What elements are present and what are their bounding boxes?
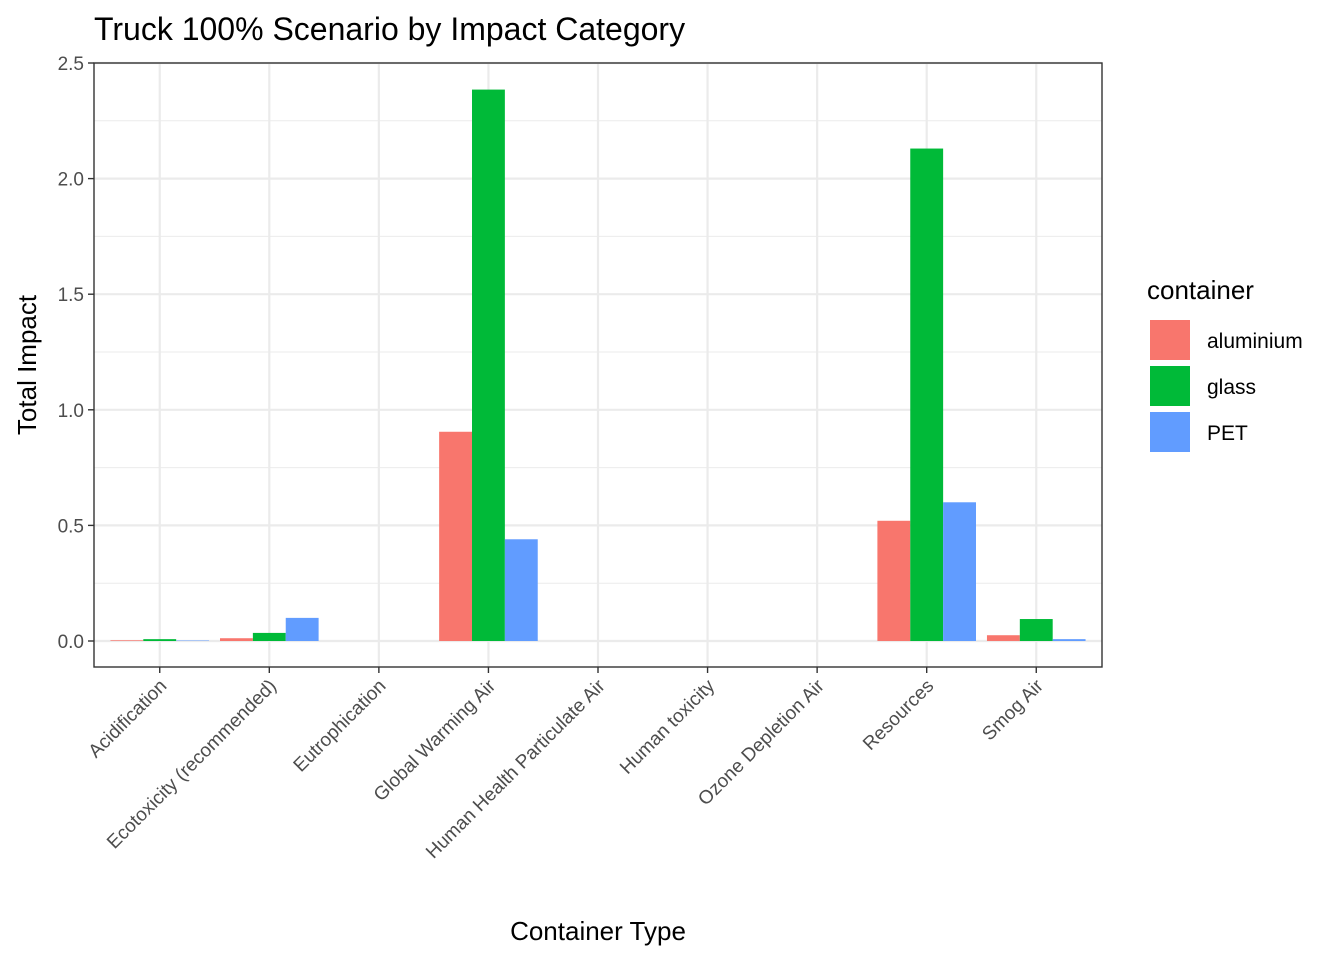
legend: container aluminium glass PET: [1147, 275, 1303, 454]
bar-aluminium-7: [877, 520, 911, 641]
bar-PET-3: [504, 539, 538, 641]
x-tick-label: Global Warming Air: [370, 675, 501, 806]
bars-group: [110, 89, 1086, 641]
legend-title: container: [1147, 275, 1254, 305]
bar-glass-3: [472, 89, 505, 641]
x-tick-label: Smog Air: [978, 675, 1048, 745]
legend-label-PET: PET: [1207, 422, 1248, 445]
chart-title: Truck 100% Scenario by Impact Category: [94, 11, 685, 47]
bar-aluminium-0: [110, 640, 144, 641]
x-tick-label: Ozone Depletion Air: [694, 675, 829, 810]
x-tick-label: Human Health Particulate Air: [422, 675, 610, 863]
y-tick-label: 2.5: [58, 54, 84, 75]
x-tick-label: Eutrophication: [290, 676, 391, 777]
bar-glass-7: [910, 148, 944, 641]
y-tick-label: 0.0: [58, 632, 84, 653]
x-tick-label: Human toxicity: [616, 675, 719, 778]
x-tick-label: Resources: [859, 676, 938, 755]
legend-key-aluminium: [1148, 318, 1192, 362]
y-tick-label: 2.0: [58, 170, 84, 191]
bar-PET-8: [1052, 639, 1086, 641]
legend-key-PET: [1148, 410, 1192, 454]
y-axis-title: Total Impact: [12, 294, 42, 435]
y-tick-label: 0.5: [58, 516, 84, 537]
bar-aluminium-3: [439, 431, 472, 641]
bar-glass-0: [143, 639, 177, 641]
bar-PET-1: [285, 617, 319, 641]
y-tick-label: 1.5: [58, 285, 84, 306]
y-tick-label: 1.0: [58, 401, 84, 422]
bar-glass-8: [1019, 619, 1053, 641]
bar-aluminium-8: [986, 635, 1020, 641]
bar-aluminium-1: [220, 638, 253, 641]
legend-label-glass: glass: [1207, 376, 1256, 399]
y-axis: 0.0 0.5 1.0 1.5 2.0 2.5: [58, 54, 94, 653]
legend-key-glass: [1148, 364, 1192, 408]
x-tick-label: Acidification: [85, 676, 172, 763]
bar-glass-1: [252, 632, 286, 641]
legend-label-aluminium: aluminium: [1207, 330, 1303, 353]
x-axis-title: Container Type: [510, 916, 686, 946]
bar-PET-7: [943, 502, 976, 641]
